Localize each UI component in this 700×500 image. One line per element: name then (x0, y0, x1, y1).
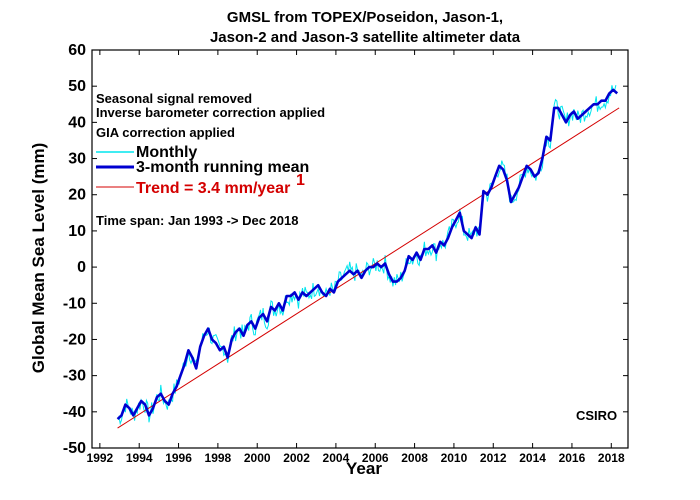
tick-marks (92, 49, 628, 449)
y-axis-label: Global Mean Sea Level (mm) (29, 143, 48, 374)
note-gia: GIA correction applied (96, 125, 235, 140)
time-span-note: Time span: Jan 1993 -> Dec 2018 (96, 213, 298, 228)
y-tick-label: 50 (68, 78, 86, 95)
x-tick-labels: 1992 1994 1996 1998 2000 2002 2004 2006 2008 2010… (87, 451, 625, 465)
legend-trend-superscript: 1 (296, 172, 305, 189)
chart-title-line-2: Jason-2 and Jason-3 satellite altimeter … (210, 29, 521, 46)
y-tick-label: 60 (68, 42, 86, 59)
x-tick-label: 2018 (598, 451, 625, 465)
y-tick-labels: -50 -40 -30 -20 -10 0 10 20 30 40 50 60 (63, 42, 86, 457)
legend-label-monthly: Monthly (136, 144, 197, 161)
series-running-mean-line (116, 88, 619, 421)
legend-label-trend: Trend = 3.4 mm/year (136, 180, 290, 197)
x-tick-label: 2008 (401, 451, 428, 465)
y-tick-label: -10 (63, 295, 86, 312)
y-tick-label: 10 (68, 223, 86, 240)
y-tick-label: 40 (68, 114, 86, 131)
y-tick-label: 0 (77, 259, 86, 276)
y-tick-label: 20 (68, 187, 86, 204)
y-tick-label: 30 (68, 151, 86, 168)
note-inverse-barometer: Inverse barometer correction applied (96, 105, 325, 120)
x-tick-label: 2010 (441, 451, 468, 465)
y-tick-label: -50 (63, 440, 86, 457)
y-tick-label: -40 (63, 404, 86, 421)
x-axis-label: Year (346, 459, 382, 478)
x-tick-label: 2000 (244, 451, 271, 465)
y-tick-label: -30 (63, 368, 86, 385)
x-tick-label: 2006 (362, 451, 389, 465)
x-tick-label: 2004 (323, 451, 350, 465)
x-tick-label: 1996 (165, 451, 192, 465)
series-layer (116, 84, 620, 429)
plot-frame (91, 49, 629, 449)
x-tick-label: 2016 (559, 451, 586, 465)
x-tick-label: 1998 (205, 451, 232, 465)
chart-title-line-1: GMSL from TOPEX/Poseidon, Jason-1, (227, 9, 503, 26)
x-tick-label: 1994 (126, 451, 153, 465)
csiro-label: CSIRO (576, 408, 617, 423)
x-tick-label: 1992 (87, 451, 114, 465)
x-tick-label: 2012 (480, 451, 507, 465)
y-tick-label: -20 (63, 331, 86, 348)
x-tick-label: 2014 (519, 451, 546, 465)
note-seasonal: Seasonal signal removed (96, 91, 252, 106)
x-tick-label: 2002 (283, 451, 310, 465)
legend-label-running-mean: 3-month running mean (136, 159, 309, 176)
